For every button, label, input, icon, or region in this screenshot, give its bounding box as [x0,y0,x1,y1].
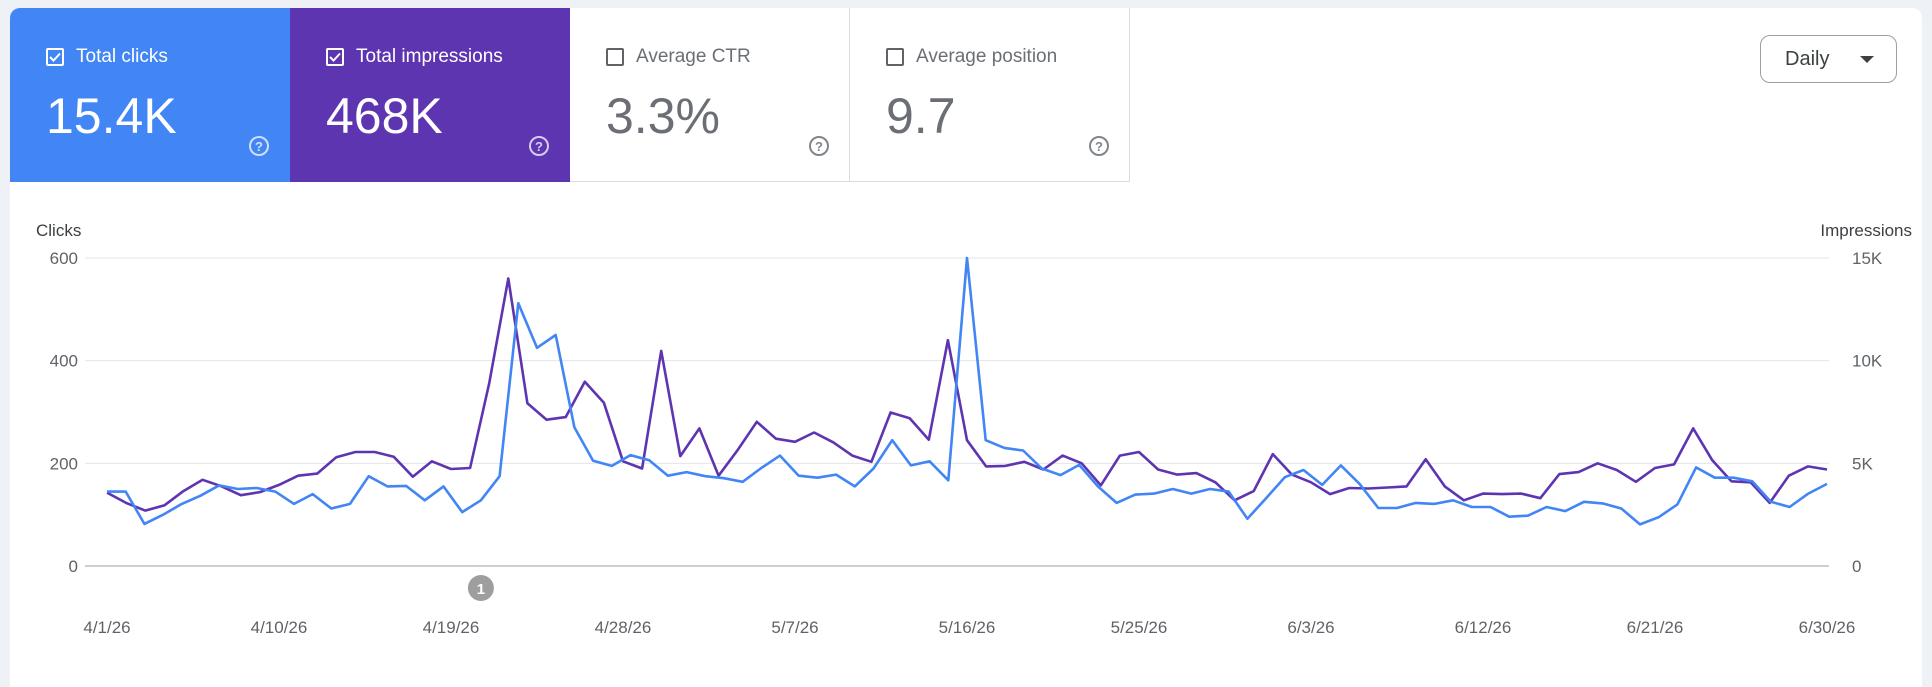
metric-label: Total impressions [356,46,503,67]
range-select-daily[interactable]: Daily [1760,35,1897,83]
series-line-total-impressions [106,277,1828,512]
right-axis-title: Impressions [1820,221,1912,240]
performance-card: Total clicks 15.4K ? Total impressions 4… [10,8,1922,687]
y-right-tick-label: 0 [1852,557,1861,576]
y-right-tick-label: 5K [1852,454,1873,473]
checkbox-checked-icon[interactable] [326,48,344,66]
x-tick-label: 6/30/26 [1799,618,1856,637]
x-tick-label: 4/19/26 [423,618,480,637]
x-tick-label: 4/10/26 [251,618,308,637]
metric-total-impressions[interactable]: Total impressions 468K ? [290,8,570,182]
y-left-tick-label: 200 [50,454,78,473]
x-tick-label: 5/25/26 [1111,618,1168,637]
left-axis-title: Clicks [36,221,82,240]
x-tick-label: 5/7/26 [771,618,818,637]
help-icon[interactable]: ? [529,136,549,156]
y-right-tick-label: 15K [1852,249,1883,268]
metric-label: Total clicks [76,46,168,67]
metric-value: 15.4K [46,88,177,144]
x-tick-label: 5/16/26 [939,618,996,637]
y-right-tick-label: 10K [1852,352,1883,371]
metric-value: 468K [326,88,443,144]
metric-value: 3.3% [606,88,720,144]
checkbox-unchecked-icon[interactable] [606,48,624,66]
metric-average-ctr[interactable]: Average CTR 3.3% ? [570,8,850,182]
performance-chart: 0 0 200 5K 400 10K 600 15K 4/1/26 4/10/26 4/19/26 4… [50,249,1883,637]
annotation-label: 1 [477,581,485,598]
metric-label: Average CTR [636,46,751,67]
help-icon[interactable]: ? [249,136,269,156]
y-left-tick-label: 400 [50,352,78,371]
checkbox-unchecked-icon[interactable] [886,48,904,66]
y-left-tick-label: 600 [50,249,78,268]
help-icon[interactable]: ? [809,136,829,156]
metric-label: Average position [916,46,1058,67]
checkbox-checked-icon[interactable] [46,48,64,66]
metric-tabs: Total clicks 15.4K ? Total impressions 4… [10,8,1130,182]
series-line-total-clicks [107,256,1828,526]
x-tick-label: 6/3/26 [1287,618,1334,637]
metric-average-position[interactable]: Average position 9.7 ? [850,8,1130,182]
y-left-tick-label: 0 [69,557,78,576]
x-tick-label: 4/28/26 [595,618,652,637]
caret-down-icon [1860,56,1874,63]
range-select-label: Daily [1785,47,1830,70]
x-tick-label: 6/12/26 [1455,618,1512,637]
help-icon[interactable]: ? [1089,136,1109,156]
x-tick-label: 4/1/26 [83,618,130,637]
annotation-marker-icon[interactable] [467,575,494,601]
x-tick-label: 6/21/26 [1627,618,1684,637]
metric-value: 9.7 [886,88,956,144]
metric-total-clicks[interactable]: Total clicks 15.4K ? [10,8,290,182]
